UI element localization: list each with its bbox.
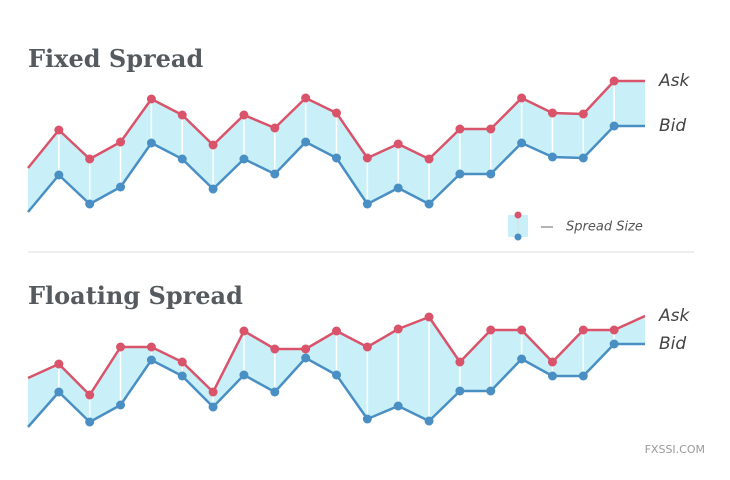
point xyxy=(239,326,249,336)
point xyxy=(424,154,434,164)
series-label: Bid xyxy=(659,334,686,354)
chart-title: Fixed Spread xyxy=(28,44,203,73)
point xyxy=(547,357,557,367)
point xyxy=(362,414,372,424)
point xyxy=(208,402,218,412)
point xyxy=(146,355,156,365)
point xyxy=(146,138,156,148)
point xyxy=(54,170,64,180)
point xyxy=(332,108,341,118)
point xyxy=(578,371,588,381)
point xyxy=(301,353,311,363)
point xyxy=(146,94,156,104)
point xyxy=(517,93,527,103)
point xyxy=(455,386,465,396)
point xyxy=(455,124,465,134)
point xyxy=(54,359,64,369)
point xyxy=(547,108,557,118)
point xyxy=(270,169,280,179)
point xyxy=(486,325,496,335)
point xyxy=(393,139,403,149)
point xyxy=(547,371,557,381)
point xyxy=(332,326,341,336)
point xyxy=(85,417,95,427)
point xyxy=(208,184,218,194)
point xyxy=(85,199,95,209)
point xyxy=(578,109,588,119)
point xyxy=(609,76,619,86)
point xyxy=(116,400,126,410)
point xyxy=(486,169,496,179)
point xyxy=(486,124,496,134)
point xyxy=(609,325,619,335)
point xyxy=(424,416,434,426)
point xyxy=(177,357,187,367)
point xyxy=(239,154,249,164)
point xyxy=(517,354,527,364)
point xyxy=(547,152,557,162)
point xyxy=(332,153,341,163)
point xyxy=(116,342,126,352)
point xyxy=(424,199,434,209)
point xyxy=(270,344,280,354)
point xyxy=(609,121,619,131)
point xyxy=(578,325,588,335)
point xyxy=(270,123,280,133)
point xyxy=(177,154,187,164)
point xyxy=(85,390,95,400)
watermark: FXSSI.COM xyxy=(645,443,705,456)
point xyxy=(609,339,619,349)
point xyxy=(455,357,465,367)
point xyxy=(146,342,156,352)
point xyxy=(54,125,64,135)
series-label: Bid xyxy=(659,116,686,136)
point xyxy=(177,110,187,120)
point xyxy=(517,138,527,148)
point xyxy=(270,387,280,397)
point xyxy=(239,370,249,380)
point xyxy=(332,370,341,380)
point xyxy=(116,137,126,147)
legend-label: Spread Size xyxy=(566,220,643,235)
series-label: Ask xyxy=(658,71,690,91)
point xyxy=(393,324,403,334)
point xyxy=(54,387,64,397)
point xyxy=(362,199,372,209)
point xyxy=(177,371,187,381)
point xyxy=(301,137,311,147)
point xyxy=(455,169,465,179)
point xyxy=(393,401,403,411)
point xyxy=(208,140,218,150)
point xyxy=(578,153,588,163)
point xyxy=(362,342,372,352)
point xyxy=(239,110,249,120)
point xyxy=(393,183,403,193)
point xyxy=(517,325,527,335)
point xyxy=(424,312,434,322)
point xyxy=(301,344,311,354)
legend-bid xyxy=(514,233,522,241)
series-label: Ask xyxy=(658,306,690,326)
point xyxy=(208,387,218,397)
legend-ask xyxy=(514,211,522,219)
point xyxy=(116,182,126,192)
point xyxy=(362,153,372,163)
point xyxy=(85,154,95,164)
chart-title: Floating Spread xyxy=(28,281,243,310)
point xyxy=(301,93,311,103)
point xyxy=(486,386,496,396)
